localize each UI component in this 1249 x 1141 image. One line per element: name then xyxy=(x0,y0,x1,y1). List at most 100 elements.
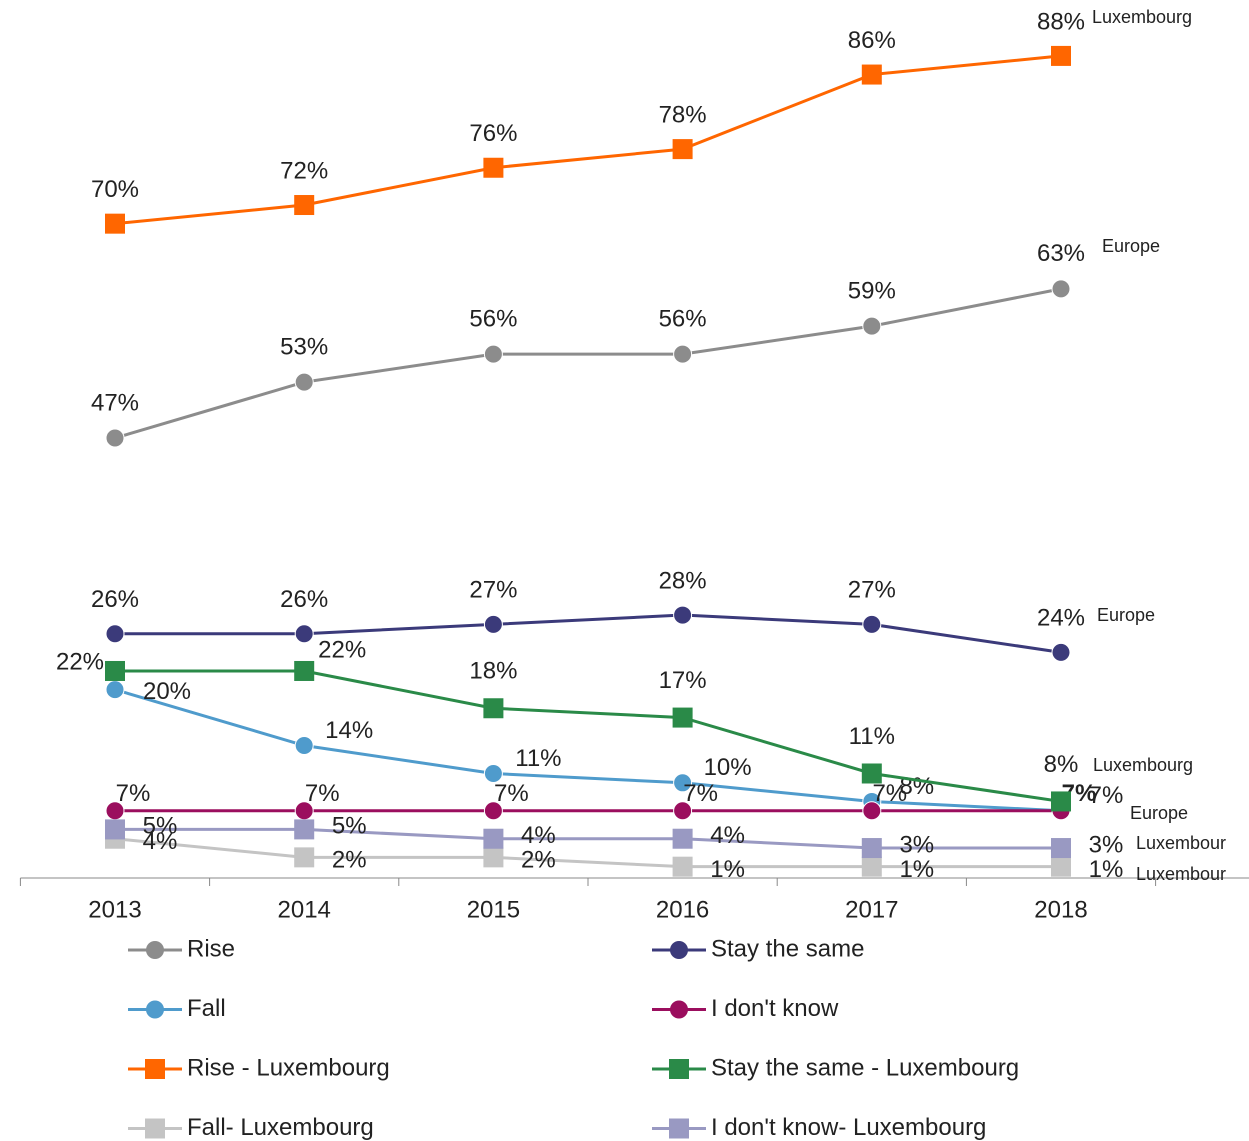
legend-marker xyxy=(669,1059,689,1079)
marker xyxy=(105,213,125,234)
marker xyxy=(1051,838,1071,859)
marker xyxy=(294,372,314,392)
data-label: 22% xyxy=(318,636,366,663)
data-label: 18% xyxy=(469,658,517,685)
legend-marker xyxy=(145,1118,165,1139)
data-label: 88% xyxy=(1037,8,1085,35)
marker xyxy=(483,614,503,634)
data-label: 78% xyxy=(659,101,707,128)
annotation: Europe xyxy=(1130,803,1188,823)
marker xyxy=(861,763,882,784)
marker xyxy=(862,801,882,821)
marker xyxy=(861,64,882,85)
legend-label: I don't know xyxy=(711,995,839,1022)
legend-label: Stay the same - Luxembourg xyxy=(711,1054,1019,1081)
data-label: 11% xyxy=(515,745,561,772)
marker xyxy=(673,605,693,625)
data-label: 14% xyxy=(325,717,373,744)
data-label: 3% xyxy=(899,831,934,858)
marker xyxy=(672,707,693,728)
data-label: 1% xyxy=(710,856,745,883)
legend-label: I don't know- Luxembourg xyxy=(711,1114,986,1141)
data-label: 47% xyxy=(91,389,139,416)
data-label: 27% xyxy=(469,577,517,604)
marker xyxy=(105,819,125,840)
data-label: 7% xyxy=(872,780,907,807)
data-label: 17% xyxy=(659,667,707,694)
data-label: 4% xyxy=(710,822,745,849)
data-label: 63% xyxy=(1037,240,1085,267)
data-label: 53% xyxy=(280,333,328,360)
data-label: 3% xyxy=(1089,831,1124,858)
data-label: 22% xyxy=(56,648,104,675)
annotation: Luxembourg xyxy=(1093,755,1193,775)
data-label: 7% xyxy=(1089,782,1124,809)
data-label: 5% xyxy=(332,813,367,840)
annotation: Luxembourg xyxy=(1092,7,1192,27)
marker xyxy=(1051,791,1071,812)
x-tick-label: 2016 xyxy=(656,896,709,923)
marker xyxy=(294,847,315,868)
marker xyxy=(294,624,314,644)
data-label: 7% xyxy=(116,780,151,807)
x-tick-label: 2014 xyxy=(278,896,331,923)
marker xyxy=(673,801,693,821)
annotation: Europe xyxy=(1097,605,1155,625)
legend-marker xyxy=(670,1000,688,1019)
marker xyxy=(483,157,504,178)
marker xyxy=(483,828,504,849)
marker xyxy=(861,856,882,877)
legend-marker xyxy=(669,1118,689,1139)
data-label: 4% xyxy=(521,822,556,849)
series-line xyxy=(114,54,1062,226)
marker xyxy=(483,801,503,821)
marker xyxy=(294,195,315,216)
data-label: 59% xyxy=(848,278,896,305)
data-label: 4% xyxy=(143,828,178,855)
series-line xyxy=(114,837,1061,869)
data-label: 11% xyxy=(849,723,895,750)
data-label: 1% xyxy=(899,856,934,883)
x-tick-label: 2018 xyxy=(1034,896,1087,923)
data-label: 2% xyxy=(332,847,367,874)
series-line xyxy=(115,613,1062,654)
marker xyxy=(294,736,314,756)
data-label: 26% xyxy=(91,586,139,613)
data-label: 5% xyxy=(143,813,178,840)
data-label: 20% xyxy=(143,678,191,705)
legend-label: Fall xyxy=(187,995,226,1022)
marker xyxy=(105,680,125,700)
annotation: Luxembour xyxy=(1136,833,1226,853)
legend-marker xyxy=(146,1000,164,1019)
data-label: 72% xyxy=(280,157,328,184)
marker xyxy=(105,660,125,681)
marker xyxy=(1051,45,1071,66)
legend-label: Fall- Luxembourg xyxy=(187,1114,374,1141)
marker xyxy=(105,624,125,644)
data-label: 1% xyxy=(1089,856,1124,883)
marker xyxy=(672,139,693,160)
marker xyxy=(483,847,504,868)
data-label: 28% xyxy=(659,567,707,594)
series-line xyxy=(115,669,1062,803)
data-label: 8% xyxy=(1044,751,1079,778)
marker xyxy=(1051,856,1071,877)
marker xyxy=(483,698,504,719)
data-label: 7% xyxy=(494,780,529,807)
data-label: 76% xyxy=(469,120,517,147)
marker xyxy=(673,773,693,793)
marker xyxy=(294,819,315,840)
data-label: 10% xyxy=(704,754,752,781)
marker xyxy=(861,838,882,859)
data-label: 27% xyxy=(848,577,896,604)
legend-marker xyxy=(670,941,688,959)
marker xyxy=(1051,279,1071,299)
marker xyxy=(673,344,693,364)
data-label: 56% xyxy=(659,305,707,332)
marker xyxy=(1051,642,1071,662)
annotation: Europe xyxy=(1102,236,1160,256)
marker xyxy=(672,828,693,849)
annotation: Luxembour xyxy=(1136,864,1226,884)
data-label: 7% xyxy=(305,780,340,807)
